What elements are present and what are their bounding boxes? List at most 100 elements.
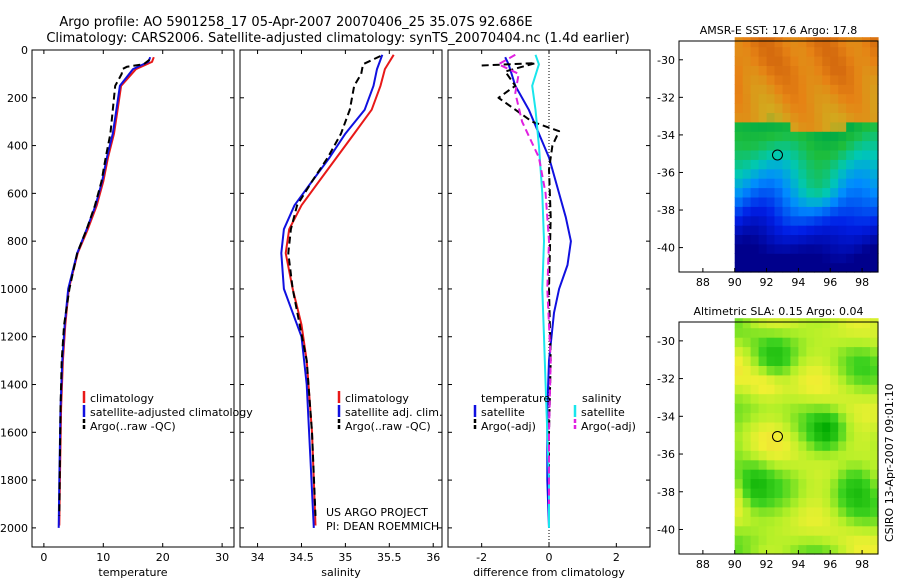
heatmap-cell — [838, 497, 847, 508]
heatmap-cell — [798, 431, 807, 442]
heatmap-cell — [758, 56, 768, 66]
temperature-legend: climatology satellite-adjusted climatolo… — [82, 391, 253, 433]
heatmap-cell — [734, 544, 744, 555]
heatmap-cell — [806, 488, 815, 498]
heatmap-cell — [806, 459, 815, 470]
heatmap-cell — [870, 525, 879, 536]
heatmap-cell — [822, 374, 831, 385]
heatmap-cell — [766, 196, 776, 207]
heatmap-cell — [750, 403, 760, 414]
heatmap-cell — [750, 37, 760, 48]
heatmap-cell — [798, 440, 807, 451]
heatmap-cell — [822, 346, 831, 357]
heatmap-cell — [798, 459, 807, 470]
heatmap-cell — [806, 384, 815, 395]
heatmap-cell — [734, 149, 744, 160]
heatmap-cell — [782, 74, 792, 85]
heatmap-cell — [798, 327, 807, 338]
series-line-climatology — [58, 56, 155, 526]
heatmap-cell — [782, 544, 792, 555]
heatmap-cell — [790, 206, 799, 217]
heatmap-cell — [758, 196, 768, 207]
heatmap-cell — [766, 412, 776, 423]
y-tick-label: -40 — [657, 523, 675, 536]
heatmap-cell — [862, 431, 871, 442]
heatmap-cell — [814, 112, 823, 123]
heatmap-cell — [822, 121, 831, 132]
heatmap-cell — [822, 103, 831, 113]
x-tick-label: 20 — [156, 551, 170, 564]
heatmap-cell — [862, 384, 871, 395]
heatmap-cell — [758, 535, 768, 546]
heatmap-cell — [838, 478, 847, 489]
heatmap-cell — [734, 112, 744, 123]
heatmap-cell — [790, 478, 799, 489]
heatmap-cell — [734, 497, 744, 508]
heatmap-cell — [758, 544, 768, 555]
heatmap-cell — [742, 140, 752, 151]
heatmap-cell — [830, 121, 839, 132]
heatmap-cell — [782, 412, 792, 423]
heatmap-cell — [798, 74, 807, 85]
heatmap-cell — [846, 440, 855, 451]
heatmap-cell — [790, 37, 799, 48]
heatmap-cell — [870, 131, 879, 142]
heatmap-cell — [742, 215, 752, 226]
heatmap-cell — [750, 356, 760, 366]
heatmap-cell — [798, 253, 807, 264]
heatmap-cell — [806, 65, 815, 76]
y-tick-label: 200 — [7, 92, 28, 105]
heatmap-cell — [846, 374, 855, 385]
heatmap-cell — [822, 112, 831, 123]
series-line-argo-raw-qc- — [287, 55, 381, 516]
heatmap-cell — [742, 422, 752, 432]
heatmap-cell — [870, 516, 879, 527]
heatmap-cell — [742, 84, 752, 95]
heatmap-cell — [822, 393, 831, 404]
heatmap-cell — [846, 159, 855, 170]
y-tick-label: -32 — [657, 373, 675, 386]
heatmap-cell — [742, 403, 752, 414]
heatmap-cell — [838, 112, 847, 123]
heatmap-cell — [806, 506, 815, 517]
heatmap-cell — [822, 131, 831, 142]
heatmap-cell — [782, 525, 792, 536]
heatmap-cell — [742, 225, 752, 235]
heatmap-cell — [862, 196, 871, 207]
heatmap-cell — [790, 196, 799, 207]
heatmap-cell — [758, 121, 768, 132]
heatmap-cell — [806, 374, 815, 385]
heatmap-cell — [798, 131, 807, 142]
heatmap-cell — [790, 112, 799, 123]
heatmap-cell — [798, 506, 807, 517]
y-tick-label: 2000 — [0, 522, 28, 535]
heatmap-cell — [854, 159, 863, 170]
heatmap-cell — [870, 215, 879, 226]
x-tick-label: 10 — [96, 551, 110, 564]
x-tick-label: 34 — [251, 551, 265, 564]
heatmap-cell — [870, 450, 879, 461]
heatmap-cell — [798, 93, 807, 104]
heatmap-cell — [854, 337, 863, 348]
heatmap-cell — [774, 544, 784, 555]
heatmap-cell — [814, 516, 823, 527]
heatmap-cell — [838, 356, 847, 366]
heatmap-cell — [782, 469, 792, 480]
heatmap-cell — [750, 544, 760, 555]
heatmap-cell — [798, 384, 807, 395]
heatmap-cell — [742, 506, 752, 517]
heatmap-cell — [758, 46, 768, 57]
heatmap-cell — [854, 346, 863, 357]
heatmap-cell — [782, 234, 792, 245]
legend-label-argo: Argo(..raw -QC) — [90, 420, 176, 433]
heatmap-cell — [806, 365, 815, 376]
legend-label-sal-argo: Argo(-adj) — [581, 420, 636, 433]
heatmap-cell — [774, 187, 784, 198]
heatmap-cell — [734, 422, 744, 432]
heatmap-cell — [806, 535, 815, 546]
heatmap-cell — [750, 84, 760, 95]
heatmap-cell — [806, 337, 815, 348]
heatmap-cell — [854, 459, 863, 470]
heatmap-cell — [782, 346, 792, 357]
heatmap-cell — [734, 488, 744, 498]
